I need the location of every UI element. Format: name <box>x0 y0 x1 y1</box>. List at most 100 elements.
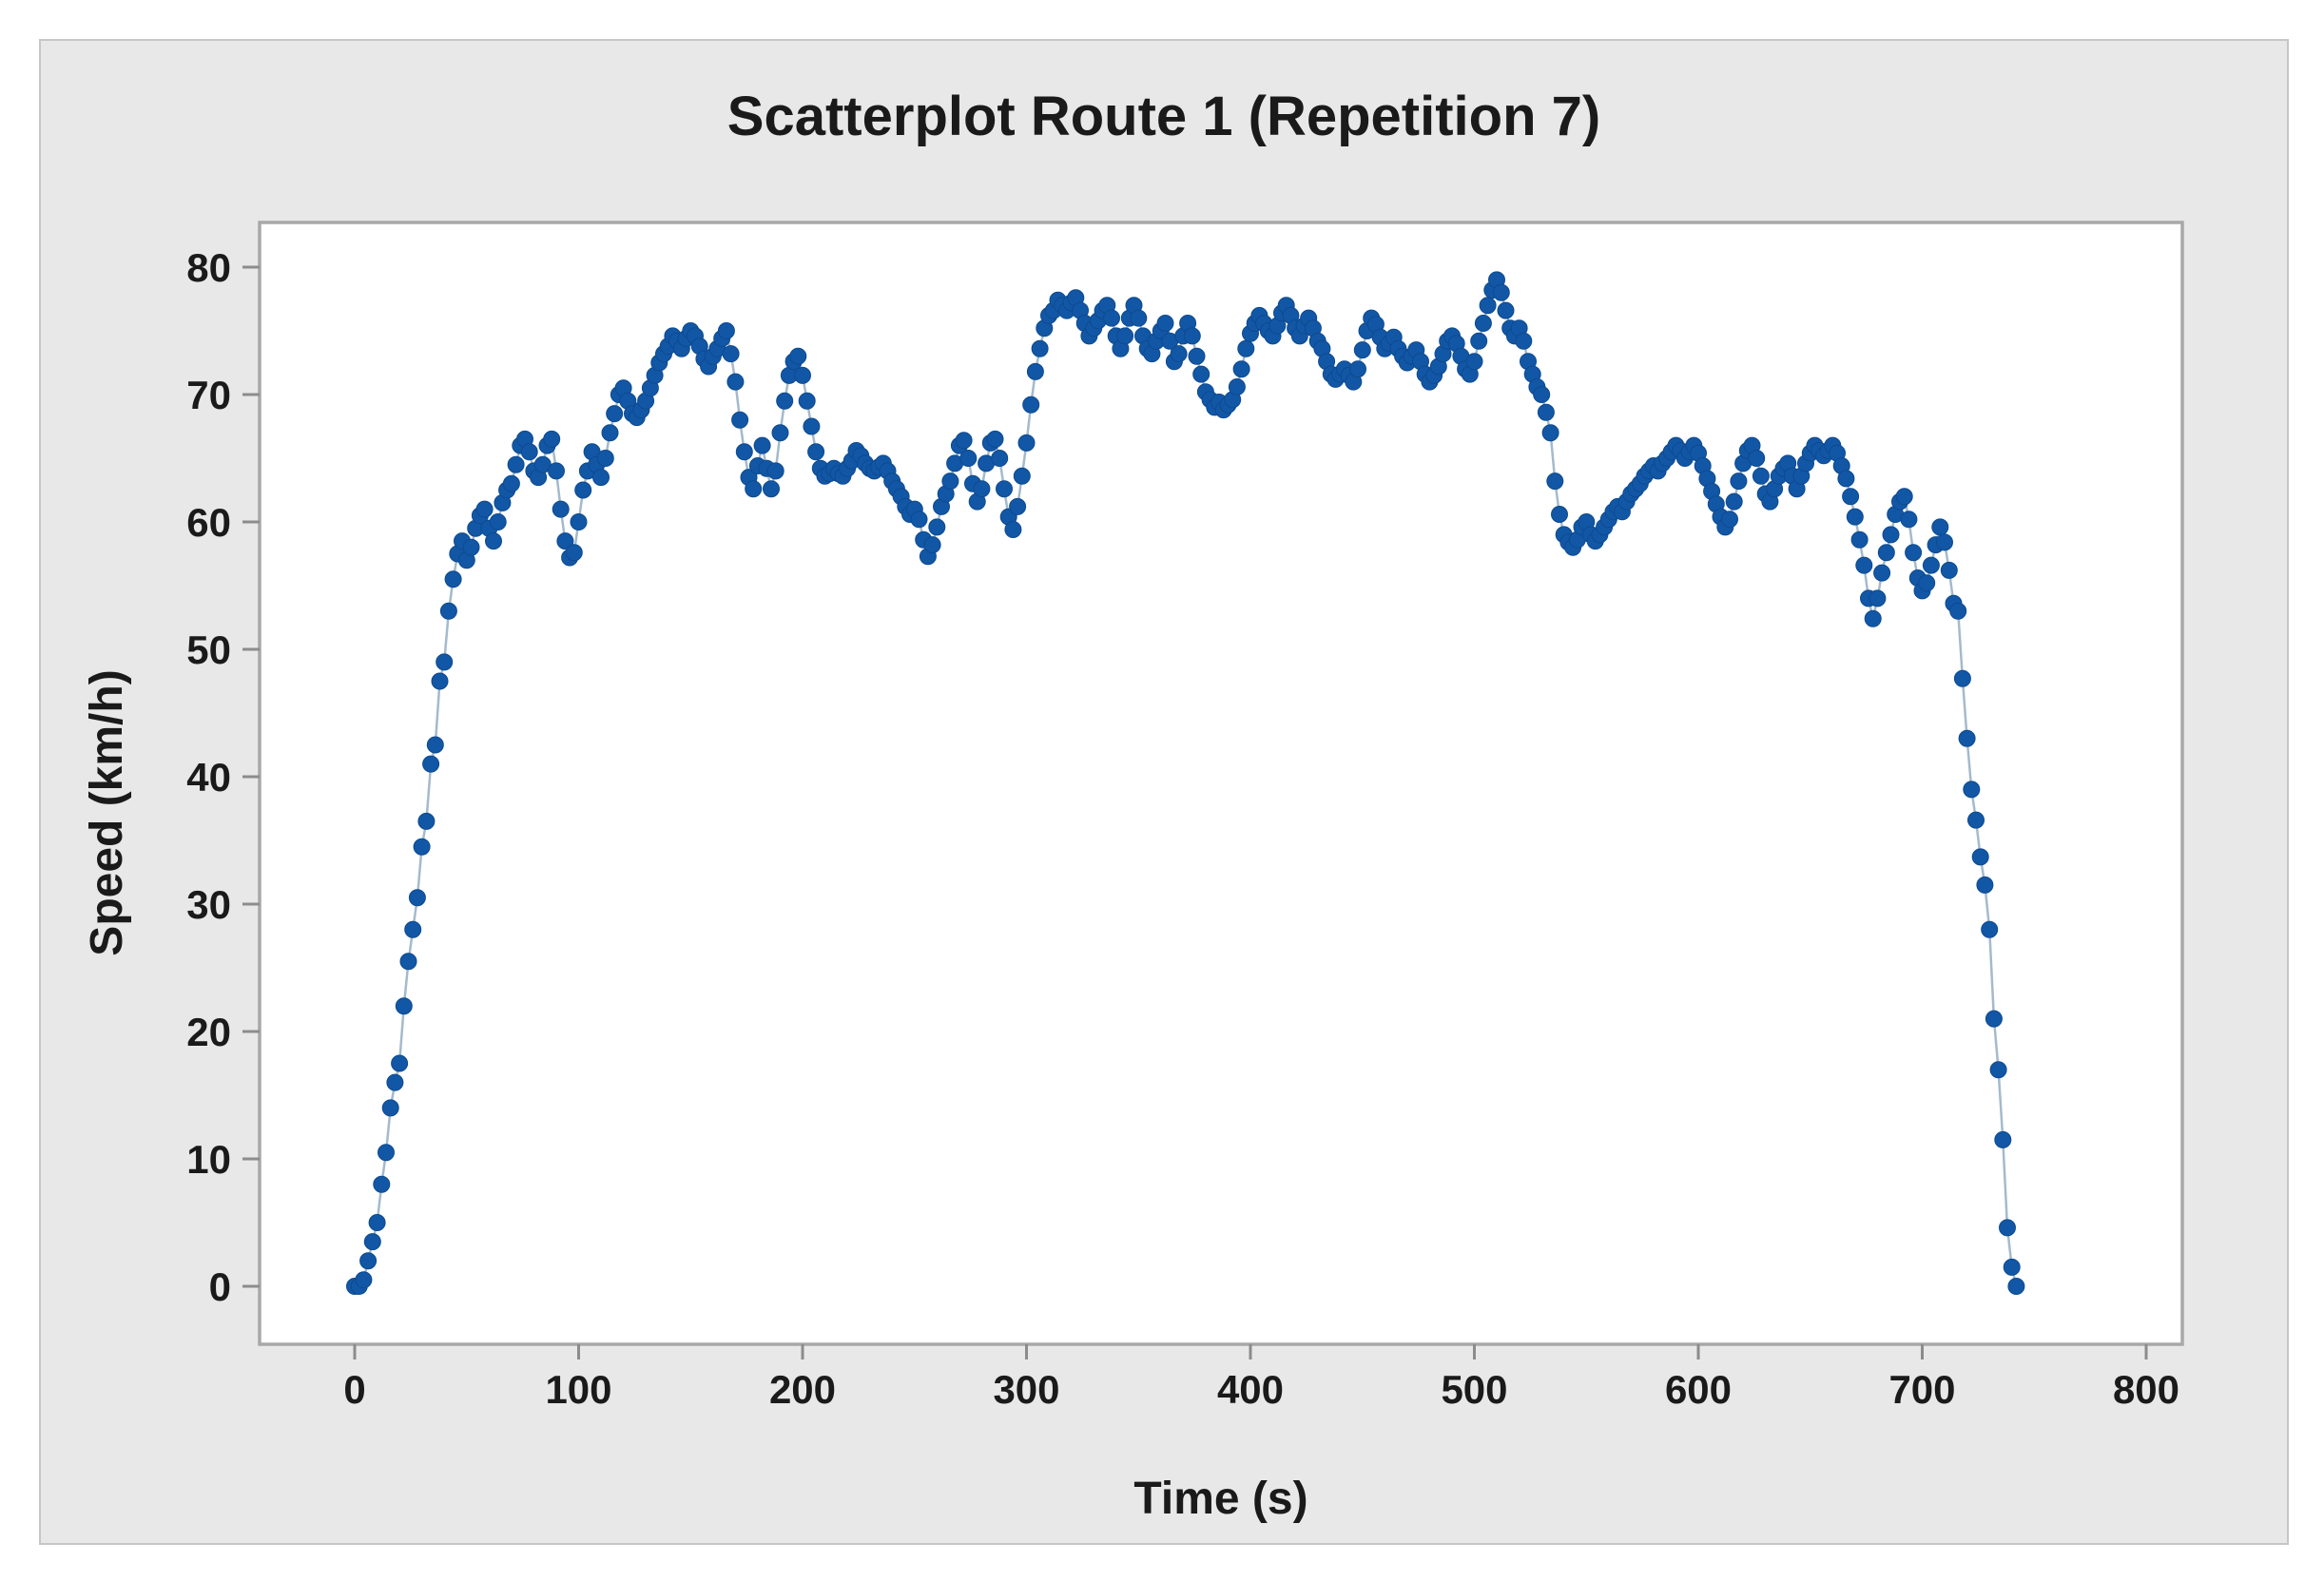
data-point <box>1103 309 1120 327</box>
data-point <box>368 1214 386 1231</box>
data-point <box>955 432 973 450</box>
data-point <box>717 322 735 339</box>
data-point <box>436 653 454 671</box>
y-tick-label: 80 <box>186 245 231 290</box>
data-point <box>413 838 431 856</box>
data-point <box>1963 781 1981 799</box>
data-point <box>722 345 740 363</box>
x-tick-label: 700 <box>1888 1367 1955 1412</box>
data-point <box>1981 920 1999 938</box>
data-point <box>745 480 763 498</box>
data-point <box>439 602 457 620</box>
x-tick-label: 300 <box>993 1367 1059 1412</box>
y-tick-label: 60 <box>186 500 231 545</box>
data-point <box>771 424 789 442</box>
data-point <box>1846 508 1864 526</box>
data-point <box>386 1073 404 1091</box>
y-axis-ticks: 0 10 20 30 40 50 60 70 80 <box>186 245 260 1309</box>
data-point <box>462 538 480 556</box>
data-point <box>731 411 749 429</box>
data-point <box>1864 609 1882 627</box>
data-point <box>1188 347 1206 365</box>
data-point <box>959 450 978 467</box>
x-tick-label: 500 <box>1441 1367 1507 1412</box>
data-point <box>1730 472 1748 491</box>
data-point <box>1022 395 1040 414</box>
data-point <box>1183 327 1201 345</box>
data-point <box>973 480 991 498</box>
data-point <box>1465 353 1483 371</box>
data-point <box>596 450 614 467</box>
data-point <box>1546 472 1564 491</box>
data-point <box>1228 378 1246 395</box>
data-point <box>1953 669 1971 687</box>
data-point <box>996 480 1013 498</box>
data-point <box>1009 497 1027 515</box>
data-point <box>1533 386 1551 403</box>
x-tick-label: 100 <box>545 1367 611 1412</box>
data-point <box>2007 1278 2025 1295</box>
data-point <box>1918 574 1936 592</box>
data-point <box>1515 332 1533 350</box>
data-point <box>1470 332 1488 350</box>
data-point <box>1349 360 1366 378</box>
y-tick-label: 50 <box>186 627 231 672</box>
data-point <box>1940 561 1958 579</box>
data-point <box>1479 297 1497 315</box>
data-point <box>1922 556 1940 574</box>
data-point <box>485 532 502 550</box>
data-point <box>1541 424 1559 442</box>
data-point <box>1905 544 1923 562</box>
data-point <box>807 443 825 461</box>
data-point <box>798 392 816 410</box>
data-point <box>1013 467 1031 485</box>
x-tick-label: 800 <box>2113 1367 2179 1412</box>
y-tick-label: 10 <box>186 1137 231 1182</box>
data-point <box>426 736 444 754</box>
data-point <box>378 1144 395 1162</box>
x-tick-label: 200 <box>769 1367 836 1412</box>
data-point <box>1967 811 1985 829</box>
data-point <box>417 812 436 830</box>
data-point <box>776 392 794 410</box>
data-point <box>1999 1219 2016 1237</box>
data-point <box>1192 365 1210 383</box>
data-point <box>1869 589 1887 607</box>
data-point <box>574 481 592 499</box>
data-point <box>1116 327 1134 345</box>
data-point <box>803 417 821 435</box>
data-point <box>1873 564 1891 582</box>
data-point <box>1156 315 1174 332</box>
data-point <box>923 536 941 554</box>
data-point <box>355 1271 373 1289</box>
data-point <box>1551 506 1568 523</box>
data-point <box>2003 1258 2021 1276</box>
data-point <box>1026 362 1044 380</box>
data-point <box>1837 470 1855 488</box>
data-point <box>489 513 507 530</box>
data-point <box>991 450 1009 467</box>
data-point <box>1721 511 1738 529</box>
data-point <box>726 373 745 391</box>
data-point <box>1725 492 1743 511</box>
data-point <box>373 1175 391 1193</box>
x-tick-label: 600 <box>1665 1367 1732 1412</box>
x-tick-label: 0 <box>343 1367 365 1412</box>
data-point <box>1748 450 1766 467</box>
data-point <box>928 518 946 536</box>
data-point <box>1931 518 1949 536</box>
data-point <box>910 511 928 529</box>
data-point <box>422 755 440 773</box>
data-point <box>431 672 449 690</box>
data-point <box>1842 488 1860 506</box>
data-point <box>1900 511 1918 529</box>
data-point <box>552 500 570 518</box>
data-point <box>556 532 574 550</box>
data-point <box>753 436 771 454</box>
data-point <box>1958 729 1976 747</box>
data-point <box>502 474 520 492</box>
y-tick-label: 30 <box>186 882 231 927</box>
data-point <box>1232 360 1250 378</box>
